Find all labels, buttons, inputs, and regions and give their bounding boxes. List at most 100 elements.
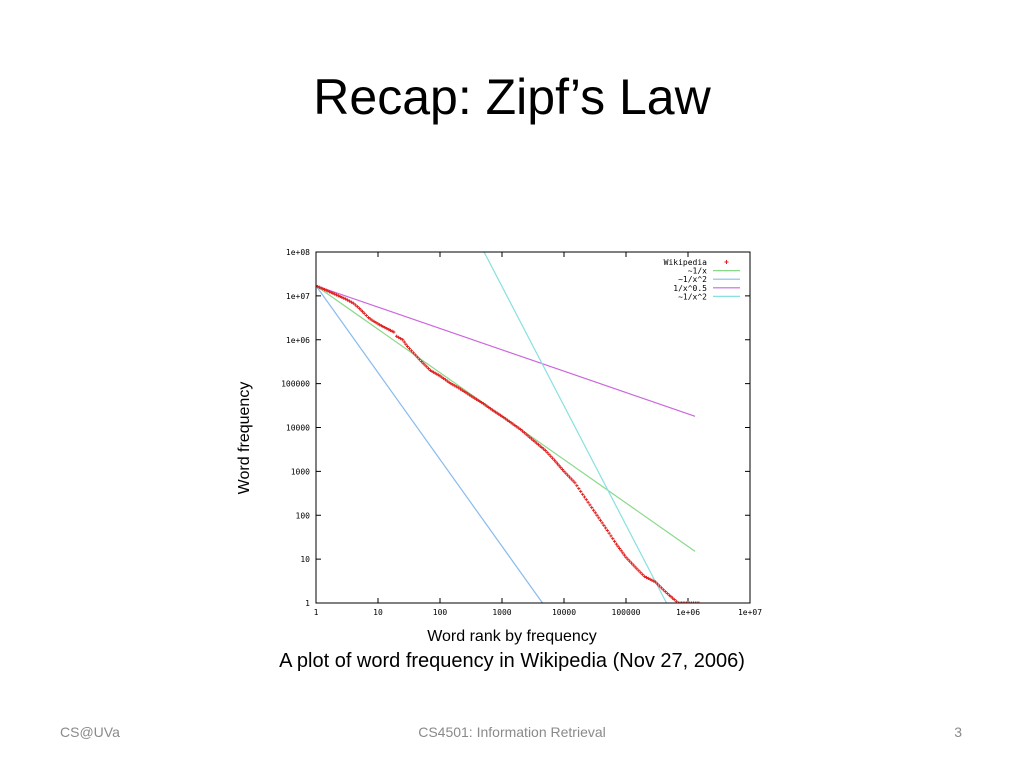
wikipedia-point — [552, 458, 556, 462]
wikipedia-point-dense — [659, 586, 663, 590]
wikipedia-point-dense — [322, 287, 327, 292]
y-tick-label: 100 — [296, 511, 311, 520]
wikipedia-point-dense — [458, 387, 463, 391]
y-axis-label-wrap: Word frequency — [232, 370, 258, 505]
x-axis-label: Word rank by frequency — [427, 628, 597, 645]
wikipedia-point-dense — [629, 561, 634, 565]
wikipedia-point-dense — [326, 289, 330, 293]
wikipedia-point-dense — [415, 355, 419, 359]
wikipedia-point-dense — [559, 466, 563, 470]
wikipedia-point-dense — [646, 576, 650, 581]
wikipedia-point-dense — [390, 329, 394, 333]
y-axis-label: Word frequency — [236, 381, 253, 494]
wikipedia-point — [697, 601, 701, 603]
wikipedia-point — [562, 469, 566, 473]
wikipedia-point-dense — [329, 290, 333, 295]
wikipedia-point-dense — [515, 425, 519, 429]
wikipedia-point — [316, 284, 318, 288]
wikipedia-point-dense — [480, 400, 484, 405]
wikipedia-point-dense — [509, 421, 513, 425]
wikipedia-point — [366, 315, 370, 320]
y-tick-label: 1e+07 — [286, 292, 310, 301]
wikipedia-point — [614, 542, 618, 546]
wikipedia-point-dense — [595, 513, 599, 517]
y-tick-label: 1e+06 — [286, 336, 310, 345]
wikipedia-point-dense — [476, 398, 480, 402]
wikipedia-point — [605, 528, 609, 533]
wikipedia-point-dense — [652, 579, 656, 583]
wikipedia-point-dense — [695, 601, 699, 603]
wikipedia-point — [449, 382, 453, 386]
wikipedia-point-dense — [436, 373, 440, 377]
wikipedia-point-dense — [617, 546, 622, 551]
x-tick-label: 1 — [314, 608, 319, 617]
wikipedia-point-dense — [471, 395, 475, 399]
wikipedia-point-dense — [531, 438, 535, 442]
wikipedia-point-dense — [502, 415, 506, 420]
wikipedia-point-dense — [319, 286, 323, 290]
wikipedia-point-dense — [334, 293, 339, 297]
wikipedia-point-dense — [435, 372, 439, 376]
wikipedia-point-dense — [430, 369, 434, 373]
wikipedia-point-dense — [579, 489, 583, 494]
wikipedia-point-dense — [536, 443, 541, 447]
chart-caption: A plot of word frequency in Wikipedia (N… — [279, 650, 745, 672]
wikipedia-point — [661, 588, 665, 592]
wikipedia-point-dense — [483, 403, 487, 407]
wikipedia-point-dense — [336, 294, 340, 298]
wikipedia-point-dense — [612, 539, 617, 543]
wikipedia-point-dense — [550, 456, 555, 460]
wikipedia-point-dense — [535, 441, 539, 445]
wikipedia-point-dense — [316, 284, 320, 289]
wikipedia-point-dense — [426, 367, 431, 371]
wikipedia-point-dense — [443, 378, 448, 382]
wikipedia-point-dense — [317, 285, 321, 289]
wikipedia-point-dense — [555, 462, 560, 466]
wikipedia-point-dense — [637, 569, 641, 573]
wikipedia-point-dense — [425, 365, 429, 369]
wikipedia-point-dense — [374, 321, 378, 325]
wikipedia-point-dense — [485, 404, 489, 408]
wikipedia-point-dense — [691, 601, 696, 603]
wikipedia-point-dense — [619, 549, 623, 553]
wikipedia-point-dense — [684, 601, 688, 603]
wikipedia-point — [467, 393, 472, 397]
wikipedia-point-dense — [349, 300, 353, 304]
wikipedia-point-dense — [404, 342, 408, 346]
wikipedia-point-dense — [417, 357, 421, 361]
series-line-4 — [483, 252, 668, 603]
wikipedia-point-dense — [402, 340, 406, 344]
wikipedia-point-dense — [528, 435, 532, 439]
wikipedia-point-dense — [688, 601, 692, 603]
wikipedia-point — [686, 601, 690, 603]
wikipedia-point-dense — [372, 319, 376, 323]
wikipedia-point-dense — [616, 544, 620, 548]
wikipedia-point-dense — [504, 417, 508, 421]
wikipedia-point-dense — [388, 328, 393, 333]
wikipedia-point-dense — [321, 287, 325, 291]
wikipedia-point — [573, 481, 577, 485]
wikipedia-point-dense — [545, 450, 549, 454]
wikipedia-point — [581, 492, 585, 496]
wikipedia-point-dense — [657, 584, 662, 588]
wikipedia-point-dense — [361, 310, 365, 314]
wikipedia-point — [481, 402, 485, 406]
y-tick-label: 1e+08 — [286, 248, 310, 257]
wikipedia-point — [624, 555, 628, 559]
wikipedia-point-dense — [423, 363, 427, 367]
y-tick-label: 10 — [300, 555, 310, 564]
wikipedia-point-dense — [622, 553, 626, 557]
wikipedia-point — [511, 422, 515, 426]
wikipedia-point — [500, 414, 504, 418]
wikipedia-point — [672, 597, 676, 602]
wikipedia-point-dense — [368, 317, 372, 321]
wikipedia-point-dense — [575, 484, 579, 488]
wikipedia-point-dense — [526, 434, 530, 438]
y-tick-label: 10000 — [286, 424, 310, 433]
wikipedia-point-dense — [538, 444, 542, 448]
wikipedia-point — [667, 593, 671, 597]
wikipedia-point-dense — [379, 324, 383, 328]
wikipedia-point-dense — [633, 565, 637, 569]
wikipedia-point — [376, 322, 380, 326]
wikipedia-point-dense — [447, 380, 451, 384]
